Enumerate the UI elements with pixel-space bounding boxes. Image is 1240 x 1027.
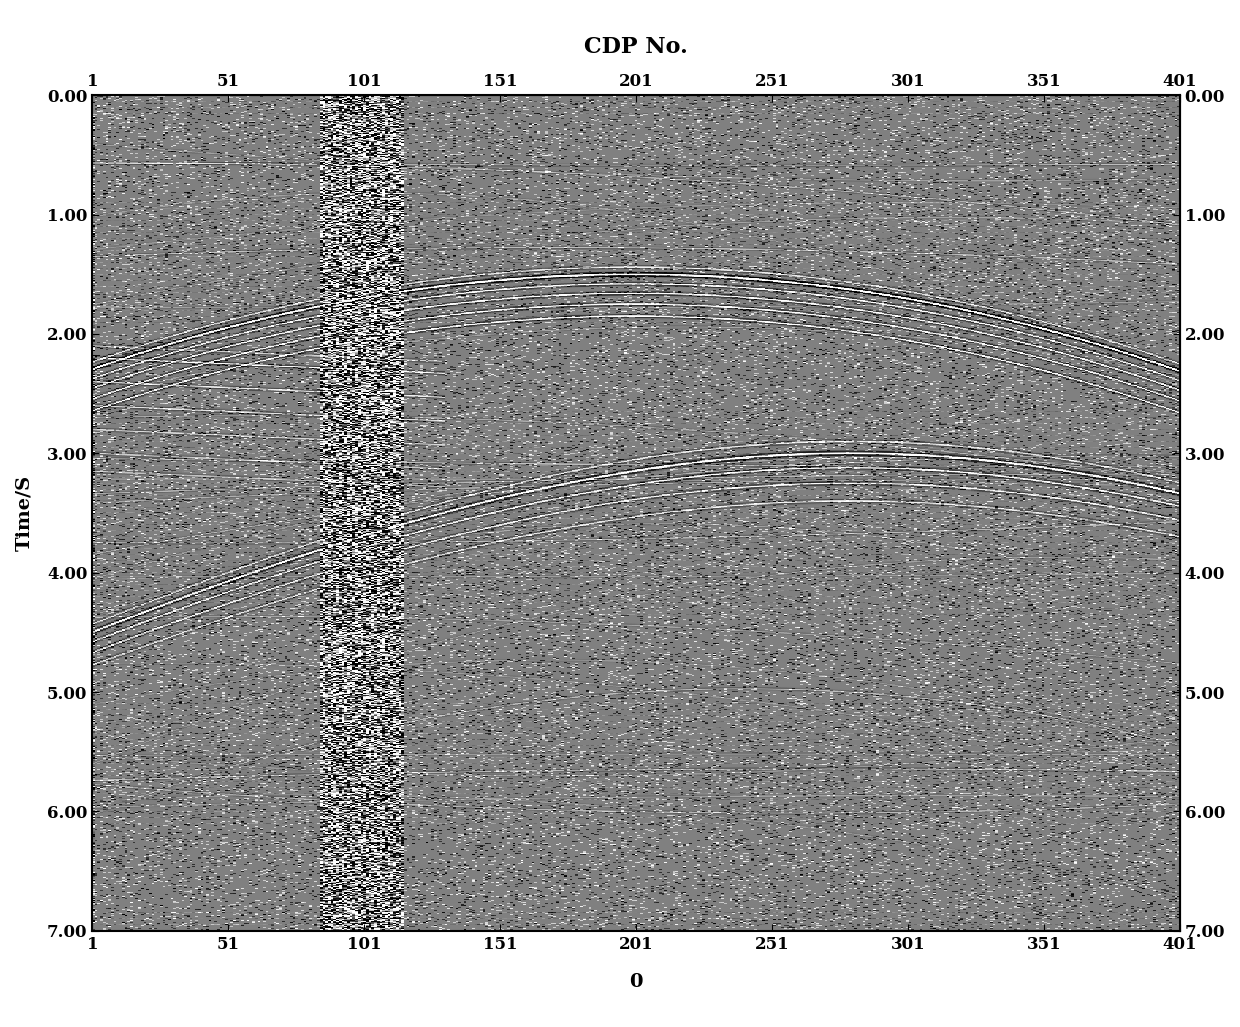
X-axis label: 0: 0 [629, 974, 642, 991]
Title: CDP No.: CDP No. [584, 36, 688, 58]
Y-axis label: Time/S: Time/S [15, 474, 33, 551]
